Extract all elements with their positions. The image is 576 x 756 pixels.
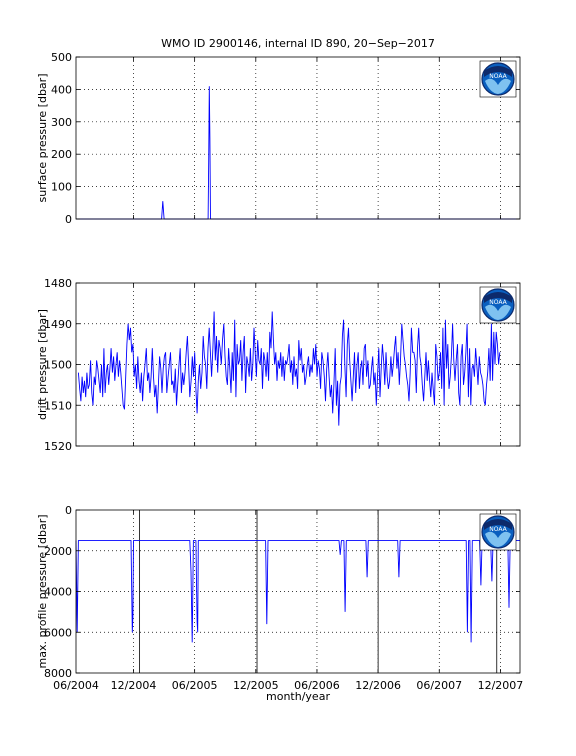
y-tick-label: 1520 — [44, 440, 72, 453]
series-line-drift — [77, 311, 501, 426]
y-tick-label: 0 — [65, 504, 72, 517]
logo-ring — [481, 62, 515, 96]
x-tick-label: 12/2007 — [478, 679, 524, 692]
x-tick-label: 06/2006 — [294, 679, 340, 692]
y-tick-label: 400 — [51, 83, 72, 96]
noaa-logo: NOAA — [479, 286, 517, 324]
x-tick-label: 12/2005 — [233, 679, 279, 692]
axes-frame — [75, 56, 521, 220]
logo-top-band — [484, 292, 512, 303]
y-tick-label: 1510 — [44, 399, 72, 412]
y-tick-label: 4000 — [44, 586, 72, 599]
logo-gull-wave — [485, 78, 511, 94]
y-axis-label: surface pressure [dbar] — [36, 74, 49, 203]
y-tick-label: 8000 — [44, 667, 72, 680]
x-tick-label: 06/2007 — [416, 679, 462, 692]
axes-frame — [75, 509, 521, 674]
y-tick-label: 300 — [51, 116, 72, 129]
chart-title: WMO ID 2900146, internal ID 890, 20−Sep−… — [161, 37, 435, 50]
y-tick-label: 1480 — [44, 277, 72, 290]
y-tick-label: 6000 — [44, 626, 72, 639]
logo-gull-wave — [485, 304, 511, 320]
logo-top-band — [484, 519, 512, 530]
y-tick-label: 0 — [65, 213, 72, 226]
panel-drift: 1480 1490 1500 1510 1520 drift pressure [dbar… — [36, 277, 521, 453]
logo-gull-wave — [485, 531, 511, 547]
x-tick-label: 06/2004 — [53, 679, 99, 692]
y-tick-label: 500 — [51, 51, 72, 64]
logo-text: NOAA — [489, 73, 507, 80]
noaa-logo: NOAA — [479, 60, 517, 98]
noaa-logo: NOAA — [479, 513, 517, 551]
series-line-surface — [76, 86, 520, 220]
logo-top-band — [484, 66, 512, 77]
y-tick-label: 200 — [51, 148, 72, 161]
logo-text: NOAA — [489, 526, 507, 533]
y-tick-label: 1490 — [44, 318, 72, 331]
logo-ring — [481, 288, 515, 322]
logo-ring — [481, 515, 515, 549]
x-tick-label: 12/2004 — [111, 679, 157, 692]
y-axis-label: max. profile pressure [dbar] — [36, 514, 49, 668]
y-tick-label: 1500 — [44, 359, 72, 372]
x-axis-label: month/year — [266, 690, 330, 703]
y-axis-label: drift pressure [dbar] — [36, 309, 49, 420]
y-tick-label: 2000 — [44, 545, 72, 558]
x-tick-label: 06/2005 — [172, 679, 218, 692]
series-line-maxprofile — [75, 540, 520, 643]
logo-text: NOAA — [489, 299, 507, 306]
y-tick-label: 100 — [51, 181, 72, 194]
x-tick-label: 12/2006 — [355, 679, 401, 692]
